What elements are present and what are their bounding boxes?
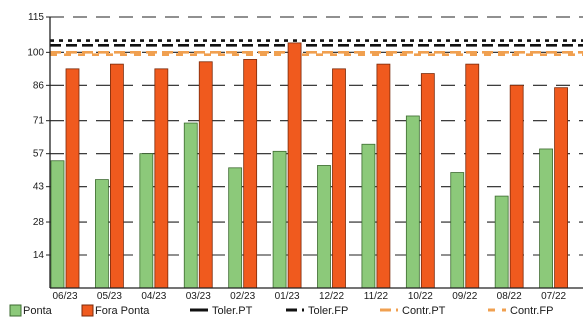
legend-label: Contr.PT	[402, 305, 446, 317]
reference-lines	[50, 39, 583, 57]
bar-fora-ponta	[287, 42, 302, 289]
bar-ponta	[183, 122, 198, 289]
y-tick-label: 115	[28, 12, 44, 23]
bar-fora-ponta	[465, 63, 480, 289]
x-tick-label: 12/22	[319, 291, 344, 302]
x-tick-label: 11/22	[364, 291, 389, 302]
bar-fora-ponta	[509, 84, 524, 289]
axes: 14 28 43 57 71 86 100 115 06/23 05/23 04/23 03/23 02…	[27, 12, 583, 302]
bar-fora-ponta	[243, 59, 258, 289]
y-tick-label: 71	[33, 116, 45, 127]
y-tick-label: 28	[33, 217, 45, 228]
bar-ponta	[539, 148, 553, 289]
y-tick-label: 86	[33, 80, 45, 91]
bar-fora-ponta	[376, 63, 391, 289]
bar-ponta	[450, 172, 465, 289]
bar-ponta	[50, 160, 65, 289]
x-tick-label: 03/23	[186, 291, 211, 302]
bar-ponta	[95, 179, 109, 289]
bar-fora-ponta	[554, 87, 568, 289]
legend-label: Toler.PT	[212, 305, 253, 317]
bar-ponta	[228, 167, 243, 289]
bar-fora-ponta	[198, 61, 213, 289]
legend: Ponta Fora Ponta Toler.PT Toler.FP Contr.PT C…	[9, 304, 553, 317]
x-tick-label: 04/23	[141, 291, 166, 302]
bar-ponta	[361, 143, 376, 289]
y-tick-label: 43	[33, 182, 45, 193]
legend-swatch	[9, 304, 22, 317]
x-tick-label: 05/23	[97, 291, 122, 302]
x-tick-label: 06/23	[52, 291, 77, 302]
bar-ponta	[317, 165, 331, 289]
x-tick-label: 09/22	[452, 291, 477, 302]
bar-fora-ponta	[110, 63, 124, 289]
legend-swatch	[81, 304, 94, 317]
bar-fora-ponta	[154, 68, 169, 289]
legend-label: Contr.FP	[510, 305, 553, 317]
bar-ponta	[405, 115, 420, 289]
bar-ponta	[139, 153, 154, 289]
x-tick-label: 01/23	[275, 291, 300, 302]
bar-ponta	[494, 195, 509, 289]
legend-label: Ponta	[23, 305, 53, 317]
x-tick-label: 07/22	[541, 291, 566, 302]
y-tick-label: 14	[33, 250, 45, 261]
x-tick-label: 02/23	[230, 291, 255, 302]
bar-fora-ponta	[65, 68, 80, 289]
x-tick-label: 08/22	[497, 291, 522, 302]
bar-ponta	[272, 150, 287, 289]
bar-fora-ponta	[332, 68, 346, 289]
legend-label: Toler.FP	[308, 305, 348, 317]
x-tick-label: 10/22	[408, 291, 433, 302]
y-tick-label: 57	[33, 149, 45, 160]
bar-fora-ponta	[420, 73, 435, 289]
bars	[50, 42, 568, 289]
y-tick-label: 100	[27, 47, 44, 58]
legend-label: Fora Ponta	[95, 305, 150, 317]
